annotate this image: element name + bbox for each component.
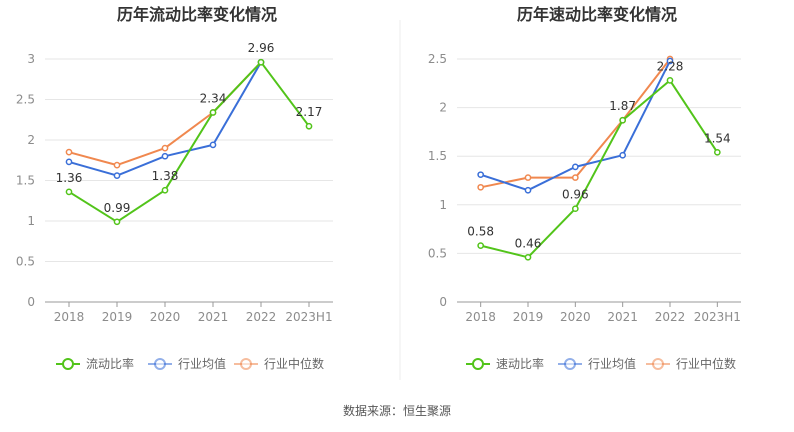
data-point (113, 161, 121, 169)
legend-marker (652, 358, 664, 370)
y-tick-label: 2.5 (16, 93, 35, 107)
y-tick-label: 1.5 (428, 149, 447, 163)
legend-label: 行业中位数 (676, 356, 736, 371)
data-label: 1.38 (152, 169, 179, 183)
y-tick-label: 2.5 (428, 52, 447, 66)
data-point (65, 158, 73, 166)
legend-label: 行业均值 (588, 356, 636, 371)
data-label: 2.96 (248, 41, 275, 55)
data-label: 2.34 (200, 91, 227, 105)
legend-marker (240, 358, 252, 370)
y-tick-label: 0 (27, 295, 35, 309)
source-note: 数据来源：恒生聚源 (343, 403, 451, 418)
x-tick-label: 2019 (102, 310, 133, 324)
data-point (524, 186, 532, 194)
data-label: 1.87 (609, 99, 636, 113)
data-label: 1.54 (704, 131, 731, 145)
x-tick-label: 2022 (246, 310, 277, 324)
x-tick-label: 2020 (560, 310, 591, 324)
x-tick-label: 2023H1 (694, 310, 741, 324)
quick-ratio-chart: 历年速动比率变化情况 0 0.5 1 1.5 2 2.5 2018 2019 2020 2021 2… (428, 5, 741, 371)
data-point (257, 58, 265, 66)
x-tick-label: 2022 (655, 310, 686, 324)
data-point (113, 172, 121, 179)
legend-item[interactable]: 行业均值 (148, 356, 226, 371)
data-point (571, 174, 579, 181)
y-tick-label: 2 (439, 101, 447, 115)
x-tick-label: 2023H1 (285, 310, 332, 324)
data-point (524, 253, 532, 261)
x-tick-label: 2019 (513, 310, 544, 324)
legend-label: 行业中位数 (264, 356, 324, 371)
data-point (666, 77, 674, 84)
x-tick-label: 2018 (54, 310, 85, 324)
x-tick-label: 2018 (465, 310, 496, 324)
data-label: 1.36 (56, 171, 83, 185)
data-point (477, 171, 485, 179)
chart-title: 历年流动比率变化情况 (117, 5, 277, 24)
series-line (68, 61, 310, 223)
data-label: 0.96 (562, 188, 589, 202)
legend-marker (62, 358, 74, 370)
data-point (209, 109, 217, 116)
current-ratio-chart: 历年流动比率变化情况 0 0.5 1 1.5 2 2.5 3 2018 2019 2020 2021… (16, 5, 333, 371)
y-tick-label: 1 (439, 198, 447, 212)
data-point (305, 122, 313, 130)
y-tick-label: 3 (27, 52, 35, 66)
data-point (161, 152, 169, 160)
x-tick-label: 2020 (150, 310, 181, 324)
y-tick-label: 0.5 (428, 246, 447, 260)
legend-item[interactable]: 流动比率 (56, 356, 134, 371)
data-point (161, 144, 169, 152)
x-tick-label: 2021 (607, 310, 638, 324)
data-label: 0.58 (467, 225, 494, 239)
data-point (571, 163, 579, 171)
data-point (477, 183, 485, 191)
data-point (65, 188, 73, 196)
data-point (161, 186, 169, 194)
y-tick-label: 0 (439, 295, 447, 309)
legend-item[interactable]: 行业中位数 (234, 356, 324, 371)
series-line (480, 79, 719, 259)
data-label: 2.28 (657, 59, 684, 73)
data-point (571, 205, 579, 213)
legend-item[interactable]: 行业均值 (558, 356, 636, 371)
legend-marker (154, 358, 166, 370)
data-point (524, 174, 532, 181)
data-point (619, 151, 627, 159)
data-point (477, 242, 485, 249)
data-point (713, 148, 721, 156)
legend-label: 速动比率 (496, 356, 544, 371)
data-point (666, 57, 674, 65)
y-tick-label: 1.5 (16, 174, 35, 188)
legend-label: 行业均值 (178, 356, 226, 371)
y-tick-label: 1 (27, 214, 35, 228)
series-line (480, 60, 671, 192)
legend-marker (472, 358, 484, 370)
data-point (619, 116, 627, 124)
chart-title: 历年速动比率变化情况 (517, 5, 677, 24)
legend-item[interactable]: 速动比率 (466, 356, 544, 371)
legend-label: 流动比率 (86, 356, 134, 371)
data-label: 0.99 (104, 201, 131, 215)
data-point (65, 148, 73, 156)
data-label: 2.17 (296, 105, 323, 119)
data-point (113, 218, 121, 226)
y-tick-label: 2 (27, 133, 35, 147)
data-point (209, 141, 217, 149)
legend-item[interactable]: 行业中位数 (646, 356, 736, 371)
x-tick-label: 2021 (198, 310, 229, 324)
y-tick-label: 0.5 (16, 255, 35, 269)
data-label: 0.46 (515, 236, 542, 250)
legend-marker (564, 358, 576, 370)
